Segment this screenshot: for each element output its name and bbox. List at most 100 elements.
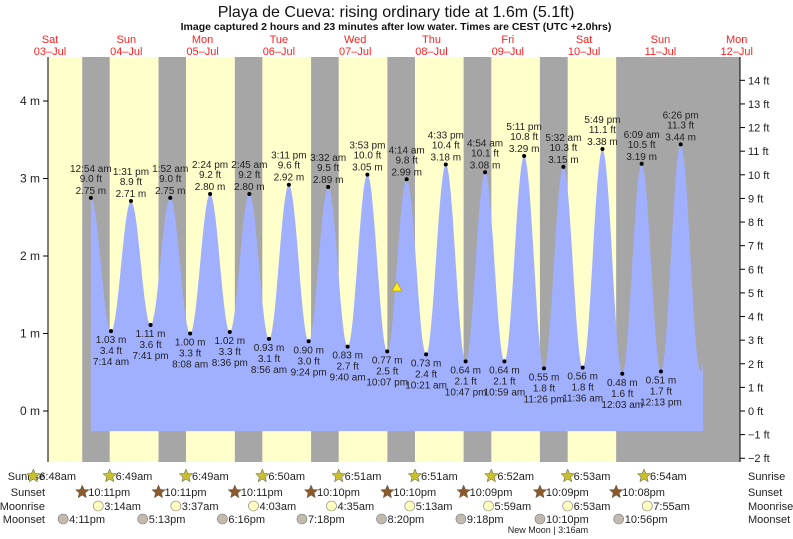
high-tide-time: 1:52 am <box>152 164 188 175</box>
moonrise-time: 3:14am <box>104 501 141 513</box>
new-moon-label: New Moon | 3:16am <box>508 525 588 535</box>
high-tide-height-m: 3.15 m <box>548 155 579 166</box>
sunset-time: 10:10pm <box>317 487 360 499</box>
y-tick-label-ft: 9 ft <box>748 193 763 205</box>
low-tide-height-ft: 2.1 ft <box>493 376 515 387</box>
low-tide-time: 10:59 am <box>484 387 526 398</box>
day-label-dow: Mon <box>726 34 747 46</box>
sunset-time: 10:08pm <box>622 487 665 499</box>
y-tick-label-ft: 11 ft <box>748 146 769 158</box>
moonset-icon <box>376 513 387 525</box>
low-tide-height-ft: 2.7 ft <box>337 362 359 373</box>
high-tide-height-m: 2.89 m <box>313 175 344 186</box>
moonrise-icon <box>562 500 573 512</box>
sunset-icon <box>608 484 624 499</box>
high-tide-time: 5:32 am <box>545 133 581 144</box>
high-tide-height-ft: 10.5 ft <box>628 140 656 151</box>
y-tick-label-m: 3 m <box>20 172 40 186</box>
current-tide-marker <box>391 281 403 292</box>
sunrise-time: 6:51am <box>345 471 382 483</box>
sunrise-time: 6:54am <box>650 471 687 483</box>
high-tide-point <box>365 172 370 177</box>
low-tide-point <box>658 369 663 374</box>
day-label-dow: Tue <box>270 34 289 46</box>
low-tide-time: 9:40 am <box>330 373 366 384</box>
low-tide-point <box>580 365 585 370</box>
day-label-date: 08–Jul <box>415 46 447 58</box>
low-tide-height-m: 0.55 m <box>529 372 560 383</box>
y-tick-label-ft: 14 ft <box>748 75 769 87</box>
low-tide-height-ft: 1.7 ft <box>650 386 672 397</box>
moonset-icon <box>217 513 228 525</box>
sunset-icon <box>456 484 471 499</box>
low-tide-point <box>267 336 272 341</box>
high-tide-time: 6:26 pm <box>663 110 699 121</box>
moonrise-row-label: Moonrise <box>0 501 45 513</box>
low-tide-height-m: 0.64 m <box>489 365 520 376</box>
moonset-time: 8:20pm <box>388 514 425 526</box>
high-tide-height-ft: 9.8 ft <box>396 155 418 166</box>
sunset-time: 10:11pm <box>88 487 130 499</box>
y-tick-label-ft: 5 ft <box>748 288 763 300</box>
sunset-time: 10:10pm <box>393 487 436 499</box>
moonset-time: 10:56pm <box>625 514 668 526</box>
low-tide-point <box>541 366 546 371</box>
day-label-dow: Sat <box>42 34 59 46</box>
moonset-icon <box>137 513 149 525</box>
high-tide-point <box>561 164 566 169</box>
y-tick-label-ft: 2 ft <box>748 359 763 371</box>
day-label-dow: Sun <box>117 34 137 46</box>
high-tide-point <box>88 195 93 200</box>
high-tide-height-ft: 8.9 ft <box>120 177 142 188</box>
y-tick-label-ft: 3 ft <box>748 335 763 347</box>
high-tide-height-m: 3.19 m <box>626 152 657 163</box>
moonset-icon <box>534 513 546 525</box>
high-tide-height-m: 3.38 m <box>587 137 618 148</box>
moonrise-icon <box>326 500 337 512</box>
high-tide-point <box>208 192 213 196</box>
low-tide-time: 12:13 pm <box>640 397 682 408</box>
low-tide-height-ft: 1.6 ft <box>611 389 633 400</box>
moonrise-time: 5:13am <box>416 501 453 513</box>
day-label-dow: Fri <box>501 34 514 46</box>
low-tide-point <box>502 359 507 364</box>
low-tide-height-ft: 2.5 ft <box>376 366 398 377</box>
high-tide-height-m: 3.08 m <box>470 160 501 171</box>
low-tide-time: 10:07 pm <box>366 377 408 388</box>
low-tide-point <box>306 339 311 344</box>
sunrise-time: 6:49am <box>192 471 229 483</box>
high-tide-point <box>286 182 291 187</box>
low-tide-height-m: 0.73 m <box>411 358 442 369</box>
y-tick-label-ft: 12 ft <box>748 123 769 135</box>
high-tide-height-ft: 9.2 ft <box>199 170 221 181</box>
low-tide-height-ft: 2.1 ft <box>455 376 477 387</box>
sunset-icon <box>74 484 90 499</box>
low-tide-time: 10:21 am <box>405 380 447 391</box>
chart-title: Playa de Cueva: rising ordinary tide at … <box>218 4 575 21</box>
y-tick-label-ft: −1 ft <box>748 430 770 442</box>
day-label-date: 06–Jul <box>263 46 295 58</box>
low-tide-height-ft: 3.3 ft <box>179 349 201 360</box>
high-tide-point <box>168 195 173 200</box>
low-tide-height-m: 0.90 m <box>293 345 324 356</box>
high-tide-height-m: 2.99 m <box>391 167 422 178</box>
sunrise-time: 6:50am <box>268 471 305 483</box>
sunrise-icon <box>255 468 270 483</box>
high-tide-time: 2:45 am <box>231 160 267 171</box>
low-tide-height-ft: 3.0 ft <box>298 356 320 367</box>
low-tide-time: 10:47 pm <box>445 387 487 398</box>
sunset-time: 10:09pm <box>546 487 589 499</box>
low-tide-time: 11:26 pm <box>524 394 565 405</box>
moonset-time: 5:13pm <box>149 514 186 526</box>
sunrise-icon <box>331 468 346 483</box>
sunrise-icon <box>102 468 117 483</box>
high-tide-height-m: 2.80 m <box>195 182 226 193</box>
low-tide-height-m: 0.83 m <box>332 351 363 362</box>
low-tide-point <box>148 322 153 327</box>
sunrise-icon <box>178 468 194 483</box>
sunrise-time: 6:51am <box>421 471 458 483</box>
moonset-row-label-right: Moonset <box>748 514 790 526</box>
day-label-date: 12–Jul <box>720 46 752 58</box>
high-tide-height-m: 3.44 m <box>665 132 696 143</box>
low-tide-height-ft: 3.4 ft <box>100 346 122 357</box>
